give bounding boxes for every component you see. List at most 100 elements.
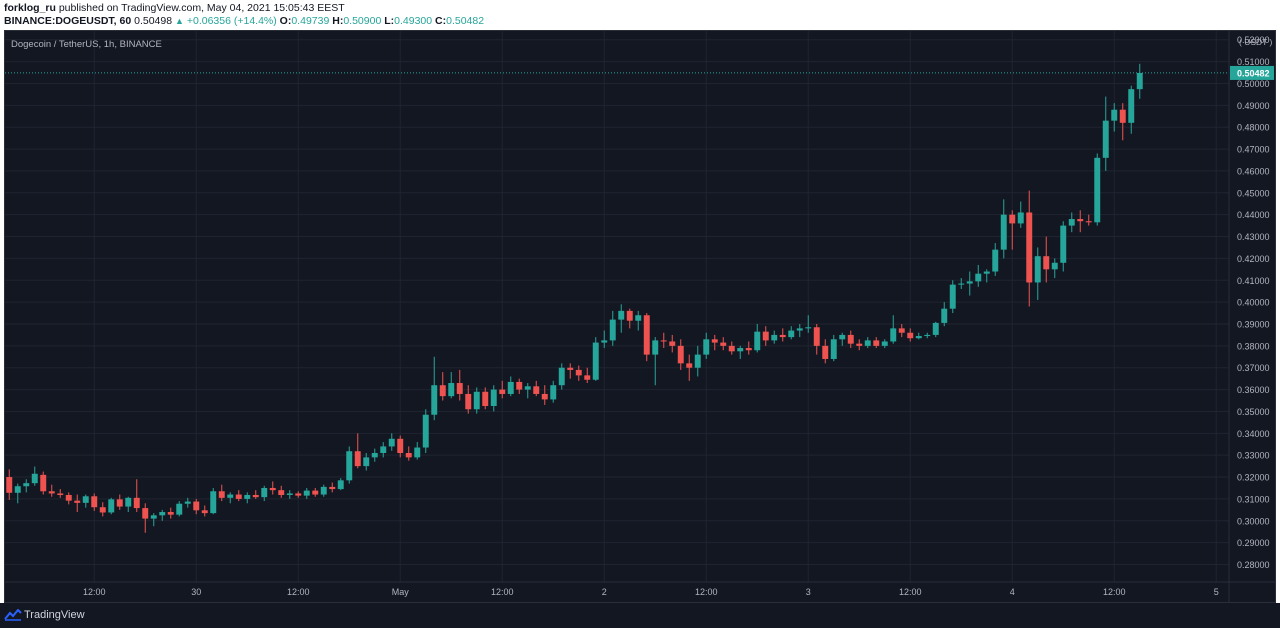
candle-body [14, 486, 21, 493]
candle-body [601, 340, 608, 343]
candle [1094, 153, 1101, 226]
publisher-name[interactable]: forklog_ru [4, 2, 56, 14]
y-tick-label: 0.33000 [1237, 451, 1270, 461]
candle-body [660, 340, 667, 342]
candle-body [728, 345, 735, 352]
candle-body [949, 284, 956, 309]
candle [244, 492, 251, 504]
candle [210, 487, 217, 515]
candle [728, 341, 735, 355]
candle-body [1068, 219, 1075, 226]
candle-body [176, 503, 183, 515]
candle [1034, 247, 1041, 300]
candle-body [516, 381, 523, 390]
candle [813, 323, 820, 355]
candle [541, 385, 548, 405]
candle [924, 332, 931, 339]
candle-body [771, 334, 778, 341]
candle [14, 483, 21, 504]
candle-body [694, 354, 701, 368]
candle-body [261, 487, 268, 498]
candle [167, 507, 174, 519]
candle-body [847, 334, 854, 344]
candle-body [23, 483, 30, 487]
candlestick-chart[interactable]: 0.50482 0.28000 0.29000 0.30000 0.31000 0.32… [5, 31, 1275, 602]
candle [1136, 63, 1143, 99]
candle [550, 380, 557, 403]
candle [966, 271, 973, 296]
candle-body [380, 446, 387, 453]
candle-body [1102, 120, 1109, 158]
x-tick-label: 3 [806, 587, 811, 597]
candle [193, 498, 200, 515]
candle-body [346, 451, 353, 481]
candle-body [167, 512, 174, 515]
candle [150, 513, 157, 527]
close-value: 0.50482 [446, 15, 485, 27]
x-tick-label: 2 [602, 587, 607, 597]
candle [983, 269, 990, 283]
chart-panel[interactable]: 0.50482 0.28000 0.29000 0.30000 0.31000 0.32… [4, 30, 1276, 603]
candle [405, 446, 412, 461]
candle-body [465, 393, 472, 410]
candle-body [482, 391, 489, 406]
candle-body [303, 490, 310, 496]
candle [643, 313, 650, 362]
candle [337, 478, 344, 491]
candle-body [329, 486, 336, 490]
x-tick-label: 5 [1214, 587, 1219, 597]
candle [295, 491, 302, 498]
candle [720, 337, 727, 351]
candle-body [898, 328, 905, 333]
candle [771, 330, 778, 344]
y-tick-label: 0.52000 [1237, 35, 1270, 45]
candle [1043, 236, 1050, 283]
candle-body [550, 385, 557, 400]
candle [125, 496, 132, 513]
candle [142, 503, 149, 533]
ohlc-line: BINANCE:DOGEUSDT, 60 0.50498 ▲ +0.06356 … [4, 15, 484, 27]
candle-body [388, 438, 395, 447]
y-tick-label: 0.37000 [1237, 363, 1270, 373]
x-tick-label: May [392, 587, 410, 597]
candle-body [941, 308, 948, 323]
candle-body [677, 345, 684, 364]
candle-body [856, 343, 863, 346]
candle [830, 334, 837, 362]
candle-body [737, 348, 744, 352]
candle [422, 409, 429, 453]
price-axis: 0.28000 0.29000 0.30000 0.31000 0.32000 0.330… [1228, 31, 1273, 602]
candle-body [235, 494, 242, 499]
candle [881, 339, 888, 349]
x-tick-label: 12:00 [695, 587, 718, 597]
candle [201, 505, 208, 517]
candle-body [524, 386, 531, 390]
candle [864, 337, 871, 349]
candle [618, 304, 625, 333]
candle-body [1128, 89, 1135, 123]
candle [788, 326, 795, 340]
tradingview-brand[interactable]: TradingView [24, 609, 85, 621]
candle [584, 367, 591, 384]
candle [388, 433, 395, 451]
y-tick-label: 0.45000 [1237, 188, 1270, 198]
y-tick-label: 0.49000 [1237, 101, 1270, 111]
candle [932, 321, 939, 338]
candle-body [1119, 109, 1126, 123]
candle-body [1026, 212, 1033, 283]
candle-body [312, 490, 319, 495]
y-tick-label: 0.51000 [1237, 57, 1270, 67]
candle [609, 310, 616, 346]
candle-body [490, 389, 497, 406]
candle [796, 323, 803, 338]
candle [40, 471, 47, 495]
candle-body [133, 497, 140, 509]
x-tick-label: 12:00 [287, 587, 310, 597]
y-tick-label: 0.47000 [1237, 145, 1270, 155]
candle-body [575, 369, 582, 376]
candle-body [864, 340, 871, 346]
candle [1085, 214, 1092, 226]
candle-body [1017, 212, 1024, 224]
y-tick-label: 0.32000 [1237, 473, 1270, 483]
candle-body [609, 319, 616, 341]
